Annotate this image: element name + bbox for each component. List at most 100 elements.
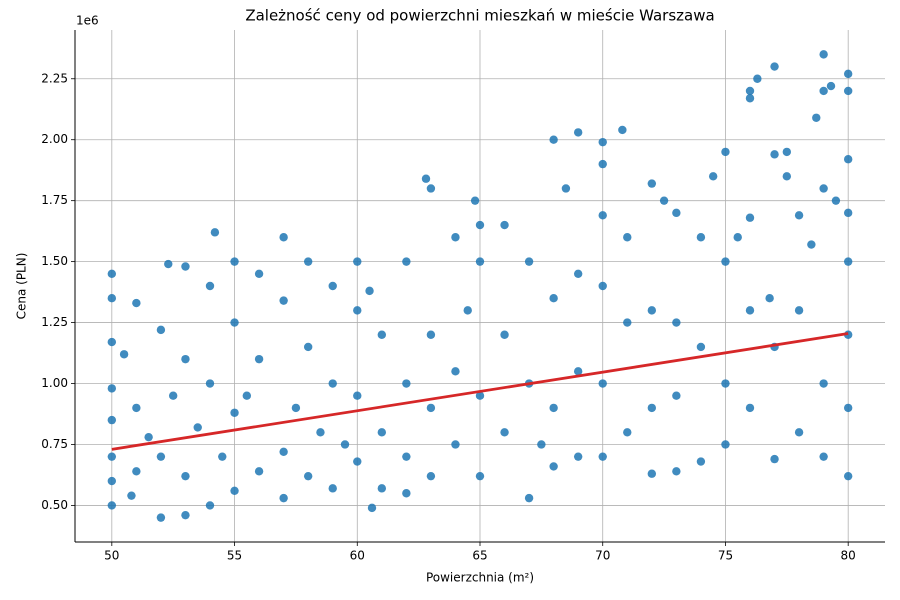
point bbox=[745, 94, 755, 103]
point bbox=[537, 440, 546, 449]
point bbox=[353, 391, 362, 400]
point bbox=[218, 452, 227, 461]
point bbox=[156, 325, 166, 335]
point bbox=[500, 220, 509, 230]
point bbox=[561, 184, 571, 193]
point bbox=[426, 403, 436, 413]
point bbox=[573, 452, 583, 461]
point bbox=[770, 150, 779, 159]
point bbox=[470, 196, 480, 205]
point bbox=[181, 262, 190, 271]
y-tick-label: 2.00 bbox=[41, 132, 68, 146]
point bbox=[721, 440, 730, 449]
point bbox=[843, 471, 853, 481]
point bbox=[279, 447, 288, 456]
point bbox=[451, 440, 460, 449]
point bbox=[573, 128, 583, 137]
point bbox=[745, 306, 755, 315]
point bbox=[328, 484, 337, 493]
x-tick-label: 50 bbox=[104, 549, 119, 563]
y-axis-label: Cena (PLN) bbox=[15, 253, 29, 320]
point bbox=[819, 50, 828, 59]
point bbox=[659, 196, 669, 205]
y-tick-label: 2.25 bbox=[41, 71, 68, 85]
point bbox=[598, 137, 607, 147]
point bbox=[254, 467, 264, 476]
point bbox=[647, 306, 657, 315]
point bbox=[819, 452, 828, 461]
y-offset-label: 1e6 bbox=[76, 14, 99, 28]
point bbox=[721, 147, 730, 157]
point bbox=[365, 286, 374, 296]
point bbox=[500, 428, 509, 437]
point bbox=[733, 233, 742, 242]
point bbox=[279, 296, 288, 305]
point bbox=[524, 257, 534, 266]
point bbox=[647, 179, 657, 188]
point bbox=[843, 257, 853, 266]
point bbox=[193, 423, 202, 432]
point bbox=[463, 306, 472, 315]
point bbox=[672, 208, 681, 218]
point bbox=[782, 147, 792, 157]
point bbox=[826, 81, 836, 91]
point bbox=[770, 454, 779, 464]
point bbox=[242, 391, 252, 400]
point bbox=[475, 220, 485, 230]
point bbox=[421, 174, 431, 183]
point bbox=[745, 213, 755, 222]
point bbox=[303, 342, 313, 352]
point bbox=[402, 379, 411, 388]
point bbox=[451, 367, 460, 376]
point bbox=[328, 379, 337, 388]
point bbox=[598, 159, 607, 169]
point bbox=[303, 257, 313, 266]
point bbox=[107, 501, 117, 510]
point bbox=[549, 403, 558, 413]
point bbox=[107, 476, 117, 486]
point bbox=[353, 257, 362, 266]
point bbox=[500, 330, 509, 339]
point bbox=[598, 211, 607, 220]
point bbox=[598, 452, 607, 461]
point bbox=[696, 457, 706, 466]
point bbox=[107, 293, 117, 303]
x-tick-label: 55 bbox=[227, 549, 242, 563]
point bbox=[328, 281, 337, 291]
point bbox=[107, 384, 117, 393]
y-tick-label: 1.50 bbox=[41, 254, 68, 268]
point bbox=[230, 257, 239, 266]
point bbox=[618, 125, 627, 135]
point bbox=[156, 452, 166, 461]
point bbox=[107, 452, 117, 461]
point bbox=[745, 86, 755, 96]
point bbox=[794, 211, 804, 220]
point bbox=[377, 484, 387, 493]
point bbox=[377, 330, 387, 339]
point bbox=[598, 379, 607, 388]
point bbox=[132, 403, 141, 413]
point bbox=[623, 428, 632, 437]
point bbox=[205, 379, 215, 388]
point bbox=[205, 281, 215, 291]
point bbox=[794, 306, 804, 315]
point bbox=[647, 469, 657, 478]
point bbox=[254, 354, 264, 364]
point bbox=[107, 415, 117, 425]
point bbox=[721, 379, 730, 388]
point bbox=[524, 493, 534, 503]
point bbox=[573, 367, 583, 376]
point bbox=[426, 184, 436, 193]
point bbox=[843, 86, 853, 96]
point bbox=[156, 513, 166, 522]
point bbox=[549, 293, 558, 303]
point bbox=[696, 342, 706, 352]
y-tick-label: 1.00 bbox=[41, 376, 68, 390]
point bbox=[819, 379, 828, 388]
x-tick-label: 80 bbox=[841, 549, 856, 563]
x-tick-label: 70 bbox=[595, 549, 610, 563]
point bbox=[843, 208, 853, 218]
y-tick-label: 0.75 bbox=[41, 437, 68, 451]
point bbox=[254, 269, 264, 279]
point bbox=[782, 172, 792, 181]
